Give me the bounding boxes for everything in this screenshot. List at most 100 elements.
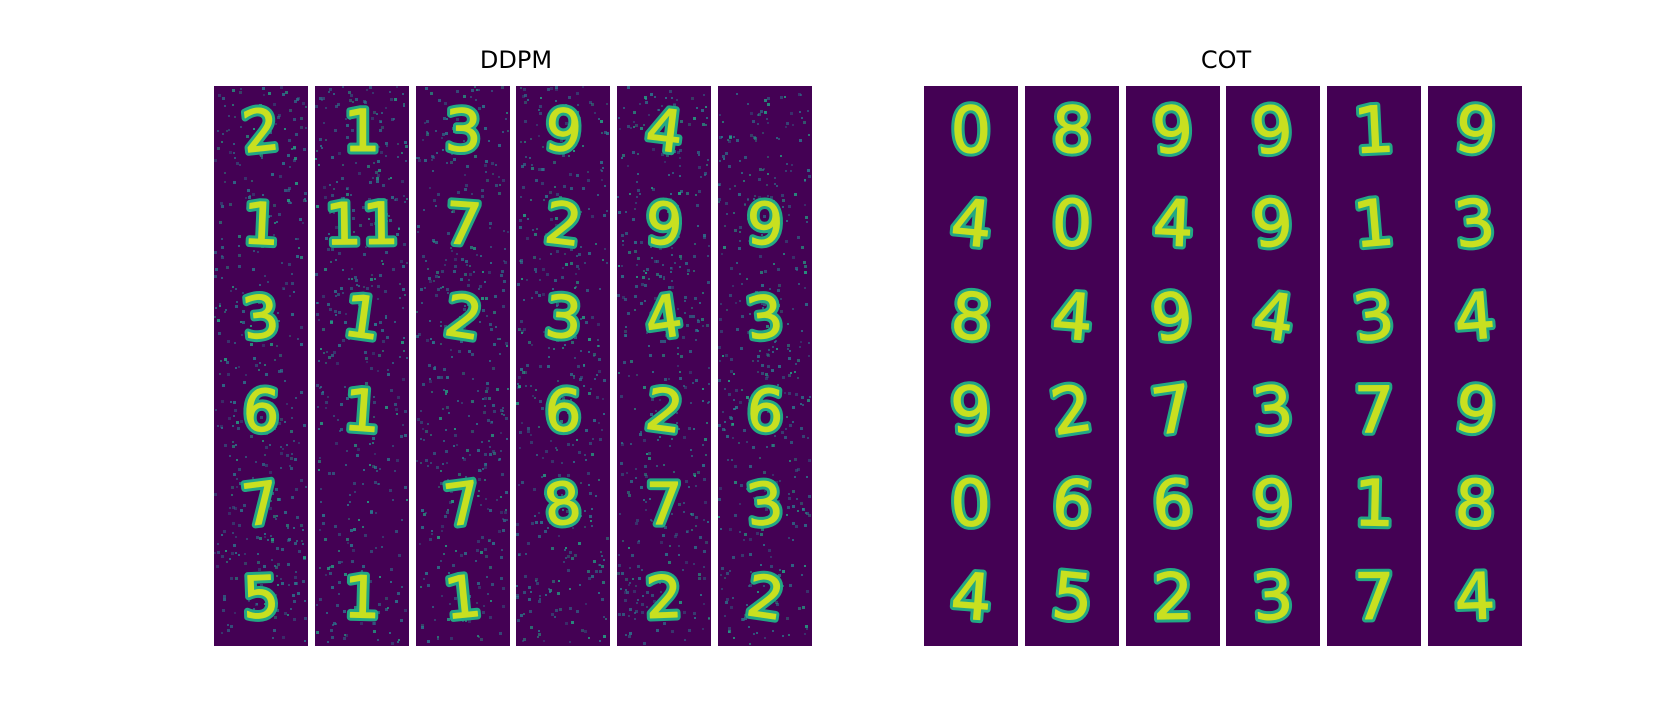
digit-sample: 9 xyxy=(948,373,993,449)
digit-sample: 0 xyxy=(1051,187,1093,262)
digit-sample: 3 xyxy=(742,282,786,354)
digit-sample: 0 xyxy=(950,94,992,169)
digit-sample: 5 xyxy=(1048,559,1096,637)
digit-sample: 8 xyxy=(948,279,996,357)
digit-sample: 2 xyxy=(239,95,283,167)
digit-sample: 7 xyxy=(645,470,682,538)
digit-sample: 2 xyxy=(644,563,683,632)
digit-glow: 7 xyxy=(645,470,682,538)
digit-sample: 9 xyxy=(746,190,785,259)
digit-sample: 6 xyxy=(744,376,786,446)
digit-glow: 6 xyxy=(744,376,786,446)
digit-sample: 9 xyxy=(1249,186,1297,264)
digit-sample: 7 xyxy=(1354,374,1395,448)
digit-glow: 7 xyxy=(442,189,484,259)
digit-glow: 9 xyxy=(645,190,684,259)
digit-glow: 4 xyxy=(1453,560,1497,636)
digit-glow: 9 xyxy=(1251,467,1295,543)
digit-sample: 4 xyxy=(1049,279,1095,356)
digit-glow: 9 xyxy=(746,190,785,259)
digit-sample: 1 xyxy=(241,189,281,259)
digit-sample: 3 xyxy=(239,282,283,353)
digit-sample: 3 xyxy=(743,469,786,540)
digit-sample: 9 xyxy=(1147,278,1198,357)
digit-sample: 4 xyxy=(948,186,996,264)
digit-sample: 9 xyxy=(1150,93,1196,170)
digit-sample: 4 xyxy=(640,281,686,354)
digit-sample: 2 xyxy=(1046,372,1097,451)
digit-glow: 1 xyxy=(343,563,382,632)
digit-glow: 1 xyxy=(1352,93,1396,169)
digit-sample: 6 xyxy=(241,376,282,446)
digit-glow: 0 xyxy=(950,94,992,169)
digit-sample: 1 xyxy=(344,97,381,165)
digit-sample: 1 xyxy=(441,562,484,633)
digit-sample: 7 xyxy=(238,468,283,540)
digit-glow: 0 xyxy=(1051,187,1093,262)
digit-sample: 6 xyxy=(1151,467,1195,543)
digit-glow: 7 xyxy=(1353,561,1394,635)
digit-sample: 2 xyxy=(1152,561,1194,636)
digit-sample: 9 xyxy=(1248,92,1298,171)
digit-glow: 4 xyxy=(1049,279,1095,356)
digit-glow: 9 xyxy=(948,373,993,449)
digit-sample: 8 xyxy=(540,468,585,540)
cot-title: COT xyxy=(1200,46,1252,74)
ddpm-title: DDPM xyxy=(479,46,553,74)
digit-sample: 6 xyxy=(544,376,583,445)
digit-sample: 7 xyxy=(1353,561,1394,635)
digit-glow: 2 xyxy=(644,563,683,632)
digit-glow: 3 xyxy=(444,97,482,166)
digit-glow: 6 xyxy=(544,376,583,445)
digit-glow: 6 xyxy=(241,376,282,446)
digit-glow: 9 xyxy=(1150,93,1196,170)
digit-sample: 1 xyxy=(1353,467,1395,542)
digit-sample: 1 xyxy=(343,563,382,632)
digit-sample: 4 xyxy=(642,95,687,167)
digit-sample: 3 xyxy=(1250,560,1295,636)
digit-glow: 8 xyxy=(1051,94,1093,169)
digit-sample: 9 xyxy=(645,190,684,259)
digit-sample: 9 xyxy=(542,95,585,166)
digit-glow: 8 xyxy=(1453,467,1497,543)
digit-sample: 1 xyxy=(1350,186,1397,263)
digit-sample: 3 xyxy=(543,282,584,352)
digit-sample: 1 xyxy=(1352,93,1396,169)
digit-sample: 1 xyxy=(341,376,383,446)
digit-glow: 4 xyxy=(1151,187,1195,263)
digit-glow: 5 xyxy=(241,563,281,632)
digit-sample: 9 xyxy=(1451,92,1500,170)
digit-sample: 7 xyxy=(442,189,484,259)
digit-glow: 3 xyxy=(1250,560,1295,636)
digit-glow: 4 xyxy=(1451,279,1498,356)
digit-sample: 5 xyxy=(241,563,281,632)
digit-glow: 1 xyxy=(241,189,281,259)
digit-glow: 0 xyxy=(949,467,992,542)
digit-sample: 4 xyxy=(948,559,994,636)
digit-glow: 2 xyxy=(1152,561,1194,636)
digit-sample: 3 xyxy=(444,97,482,166)
digit-sample: 3 xyxy=(1451,186,1499,264)
digit-glow: 6 xyxy=(1151,467,1195,543)
